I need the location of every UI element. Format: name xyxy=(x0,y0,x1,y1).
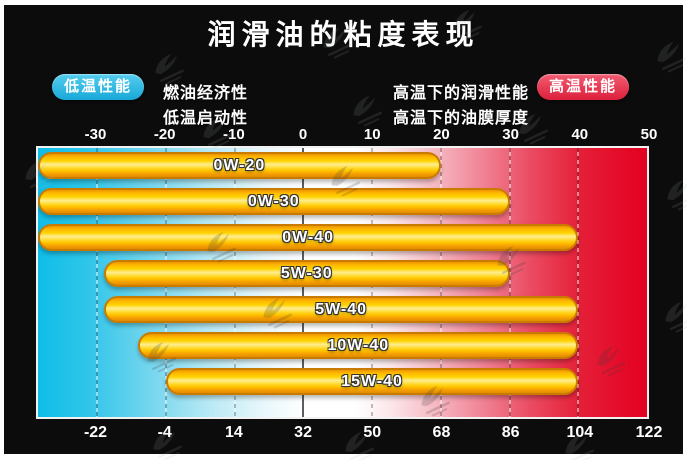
oil-grade-label: 5W-30 xyxy=(280,264,333,282)
bar-row: 0W-30 xyxy=(38,188,647,215)
axis-tick-label-fahrenheit: 68 xyxy=(432,424,451,441)
legend-hot-film-thickness: 高温下的油膜厚度 xyxy=(393,110,530,127)
page-title: 润滑油的粘度表现 xyxy=(207,19,480,50)
oil-grade-label: 0W-20 xyxy=(213,156,266,174)
legend-fuel-economy: 燃油经济性 xyxy=(163,85,249,102)
legend-cold-start: 低温启动性 xyxy=(163,110,249,127)
oil-viscosity-bar: 5W-30 xyxy=(103,260,510,287)
bar-row: 5W-40 xyxy=(38,296,647,323)
oil-viscosity-bar: 0W-40 xyxy=(38,224,579,251)
gridline xyxy=(96,148,98,417)
oil-viscosity-bar: 0W-20 xyxy=(38,152,441,179)
oil-grade-label: 10W-40 xyxy=(327,336,390,354)
axis-tick-label-celsius: 0 xyxy=(298,126,308,143)
axis-tick-label-fahrenheit: 14 xyxy=(224,424,243,441)
axis-tick-label-celsius: -20 xyxy=(153,126,176,143)
axis-tick-label-celsius: 30 xyxy=(502,126,519,143)
axis-tick-label-fahrenheit: 104 xyxy=(566,424,594,441)
axis-tick-label-fahrenheit: 86 xyxy=(501,424,520,441)
axis-tick-label-celsius: -30 xyxy=(84,126,107,143)
axis-tick-label-fahrenheit: 50 xyxy=(363,424,382,441)
legend-hot-lubrication: 高温下的润滑性能 xyxy=(393,85,530,102)
axis-tick-label-fahrenheit: -4 xyxy=(157,424,172,441)
axis-tick-label-celsius: -10 xyxy=(223,126,245,143)
axis-tick-label-fahrenheit: 32 xyxy=(294,424,312,441)
oil-grade-label: 0W-30 xyxy=(247,192,300,210)
axis-tick-label-celsius: 20 xyxy=(433,126,450,143)
axis-tick-label-celsius: 10 xyxy=(363,126,381,143)
bar-row: 10W-40 xyxy=(38,332,647,359)
fahrenheit-axis: -22 -4 14 32 50 68 86 104 122 xyxy=(36,424,662,441)
bar-row: 0W-40 xyxy=(38,224,647,251)
gridline xyxy=(509,148,511,417)
bar-row: 0W-20 xyxy=(38,152,647,179)
hot-performance-badge: 高温性能 xyxy=(537,74,629,100)
axis-tick-label-fahrenheit: 122 xyxy=(635,424,663,441)
axis-tick-label-celsius: 40 xyxy=(571,126,589,143)
oil-grade-label: 15W-40 xyxy=(341,372,403,390)
axis-tick-label-celsius: 50 xyxy=(640,126,658,143)
oil-viscosity-bar: 10W-40 xyxy=(138,332,579,359)
bars-layer: 0W-20 0W-30 0W-40 5W-30 5W-40 10W-40 15W-40 xyxy=(38,148,647,417)
oil-viscosity-bar: 15W-40 xyxy=(165,368,579,395)
bar-row: 15W-40 xyxy=(38,368,647,395)
oil-grade-label: 0W-40 xyxy=(282,228,335,246)
axis-tick-label-fahrenheit: -22 xyxy=(83,424,108,441)
cold-performance-badge: 低温性能 xyxy=(52,74,144,100)
oil-viscosity-bar: 0W-30 xyxy=(38,188,510,215)
celsius-axis: -30 -20 -10 0 10 20 30 40 50 xyxy=(36,126,658,143)
bar-row: 5W-30 xyxy=(38,260,647,287)
gridline xyxy=(577,148,579,417)
oil-viscosity-bar: 5W-40 xyxy=(103,296,579,323)
oil-grade-label: 5W-40 xyxy=(315,300,368,318)
plot-area: 0W-20 0W-30 0W-40 5W-30 5W-40 10W-40 15W-40 xyxy=(36,146,649,419)
